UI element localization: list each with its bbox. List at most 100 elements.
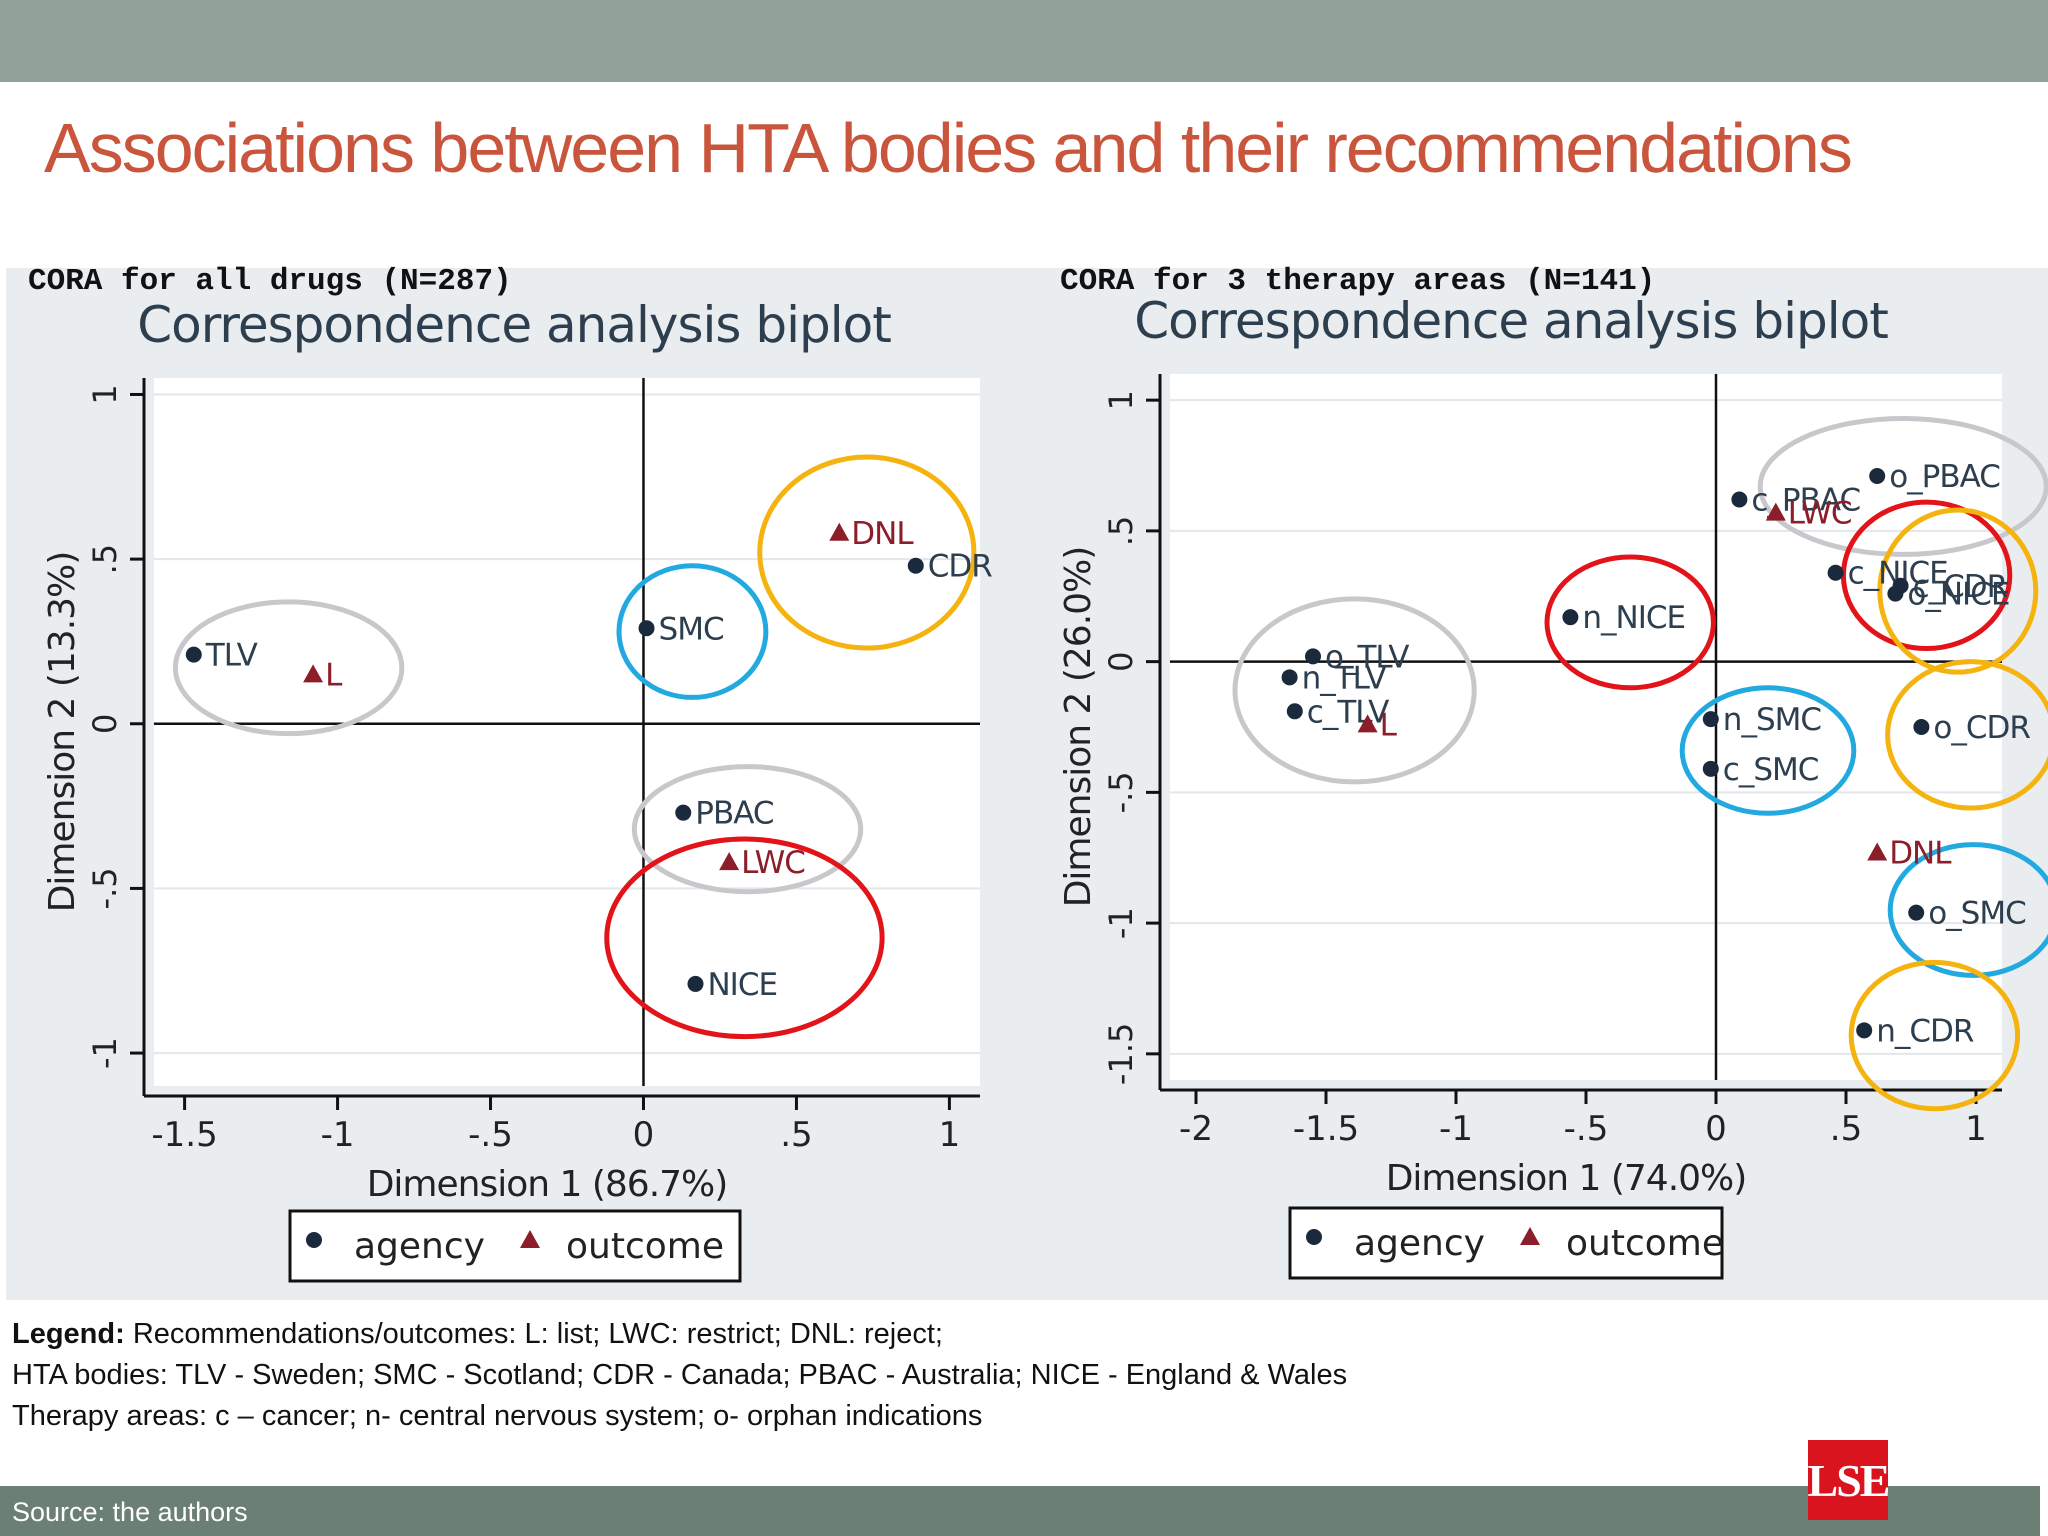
footer-bar	[0, 1486, 2040, 1536]
legend-line-3: Therapy areas: c – cancer; n- central ne…	[12, 1400, 983, 1432]
x-axis-label: Dimension 1 (86.7%)	[367, 1164, 728, 1205]
agency-label: PBAC	[695, 796, 773, 832]
agency-label: c_TLV	[1307, 694, 1389, 730]
x-tick-label: 1	[939, 1115, 961, 1155]
highlight-circle-gray	[172, 599, 405, 737]
legend-line-2: HTA bodies: TLV - Sweden; SMC - Scotland…	[12, 1359, 1348, 1391]
x-tick-label: -1.5	[151, 1115, 217, 1155]
outcome-point	[1867, 842, 1888, 861]
agency-point	[638, 620, 655, 637]
highlight-circle-blue	[1679, 685, 1857, 816]
agency-point	[1562, 609, 1579, 626]
y-tick-label: 0	[1102, 651, 1140, 671]
legend-outcomes: Recommendations/outcomes: L: list; LWC: …	[124, 1318, 943, 1350]
outcome-point	[829, 522, 850, 541]
agency-label: o_SMC	[1928, 896, 2026, 932]
outcome-point	[1357, 714, 1378, 733]
legend-agency-label: agency	[354, 1226, 485, 1267]
agency-point	[1281, 669, 1298, 686]
highlight-circle-blue	[616, 563, 769, 700]
highlight-circle-orange	[1848, 959, 2021, 1112]
agency-label: n_NICE	[1582, 600, 1685, 636]
y-tick-label: 0	[86, 714, 124, 734]
agency-label: n_CDR	[1876, 1013, 1974, 1049]
agency-point	[675, 804, 692, 821]
y-tick-label: -1	[86, 1037, 124, 1069]
legend-line-1: Legend: Recommendations/outcomes: L: lis…	[12, 1314, 1347, 1355]
x-tick-label: 0	[1705, 1109, 1727, 1149]
agency-point	[185, 646, 202, 663]
x-tick-label: -1	[1439, 1109, 1473, 1149]
x-tick-label: -2	[1179, 1109, 1213, 1149]
agency-label: n_SMC	[1723, 702, 1821, 738]
y-tick-label: -1	[1102, 907, 1140, 939]
biplot-all-drugs: -1.5 -1 -.5 0 .5 1 -1 -.5 0 .5 1 Correspondence ana…	[42, 296, 993, 1283]
agency-label: o_TLV	[1325, 639, 1409, 675]
y-tick-label: .5	[1102, 516, 1140, 547]
agency-point	[1827, 564, 1844, 581]
agency-point	[1286, 703, 1303, 720]
agency-label: o_CDR	[1933, 710, 2030, 746]
top-banner	[0, 0, 2048, 82]
agency-label: NICE	[707, 967, 777, 1003]
outcome-point	[303, 664, 324, 683]
legend-outcome-marker	[1520, 1227, 1540, 1245]
agency-label: n_TLV	[1302, 660, 1387, 696]
outcome-point	[1765, 502, 1786, 521]
agency-label: TLV	[205, 638, 258, 674]
outcome-label: LWC	[741, 845, 805, 881]
highlight-circle-red	[1840, 499, 2013, 652]
y-axis-label: Dimension 2 (13.3%)	[42, 552, 83, 913]
y-axis-label: Dimension 2 (26.0%)	[1058, 547, 1099, 908]
agency-point	[1869, 467, 1886, 484]
x-tick-label: 1	[1965, 1109, 1987, 1149]
agency-point	[1892, 577, 1909, 594]
legend-outcome-label: outcome	[566, 1226, 724, 1267]
legend-outcome-marker	[520, 1230, 540, 1248]
y-tick-label: -.5	[1102, 771, 1140, 813]
chart-title: Correspondence analysis biplot	[137, 296, 891, 354]
agency-point	[1702, 711, 1719, 728]
highlight-circle-gray	[1757, 415, 2048, 557]
legend-heading: Legend:	[12, 1318, 125, 1350]
plot-area	[1170, 374, 2002, 1080]
agency-point	[1702, 760, 1719, 777]
outcome-label: LWC	[1788, 496, 1852, 532]
legend-note: Legend: Recommendations/outcomes: L: lis…	[12, 1314, 1347, 1437]
biplot-therapy-areas: -2 -1.5 -1 -.5 0 .5 1 -1.5 -1 -.5 0 .5 1 Corresponden…	[1058, 292, 2048, 1280]
highlight-circle-red	[604, 836, 885, 1040]
highlight-circle-gray	[1232, 596, 1477, 785]
source-note: Source: the authors	[12, 1497, 248, 1527]
highlight-circle-red	[1544, 554, 1716, 691]
chart-title: Correspondence analysis biplot	[1134, 292, 1888, 350]
outcome-label: DNL	[1889, 836, 1952, 872]
y-tick-label: 1	[86, 384, 124, 404]
panel-label-right: CORA for 3 therapy areas (N=141)	[1060, 264, 1656, 299]
agency-label: c_PBAC	[1751, 483, 1860, 519]
highlight-circle-blue	[1887, 842, 2048, 978]
lse-logo: LSE	[1808, 1440, 1890, 1520]
x-tick-label: .5	[780, 1115, 812, 1155]
outcome-label: L	[1380, 707, 1398, 743]
legend-agency-marker	[1306, 1229, 1322, 1245]
x-tick-label: -1.5	[1293, 1109, 1359, 1149]
outcome-label: L	[325, 657, 343, 693]
panel-label-left: CORA for all drugs (N=287)	[28, 264, 512, 299]
highlight-circle-orange	[1877, 507, 2039, 675]
agency-label: SMC	[659, 611, 724, 647]
agency-point	[1305, 648, 1321, 665]
legend-outcome-label: outcome	[1566, 1223, 1724, 1264]
agency-label: o_NICE	[1907, 577, 2009, 613]
y-tick-label: -1.5	[1102, 1023, 1140, 1085]
agency-point	[1856, 1022, 1873, 1039]
x-tick-label: -.5	[468, 1115, 513, 1155]
highlight-circle-orange	[757, 454, 977, 651]
outcome-label: DNL	[851, 516, 914, 552]
x-tick-label: -1	[321, 1115, 355, 1155]
x-tick-label: 0	[633, 1115, 655, 1155]
highlight-circle-gray	[631, 764, 864, 895]
y-tick-label: -.5	[86, 867, 124, 909]
agency-point	[1908, 904, 1925, 921]
agency-point	[907, 557, 924, 574]
slide-title: Associations between HTA bodies and thei…	[44, 109, 1853, 187]
